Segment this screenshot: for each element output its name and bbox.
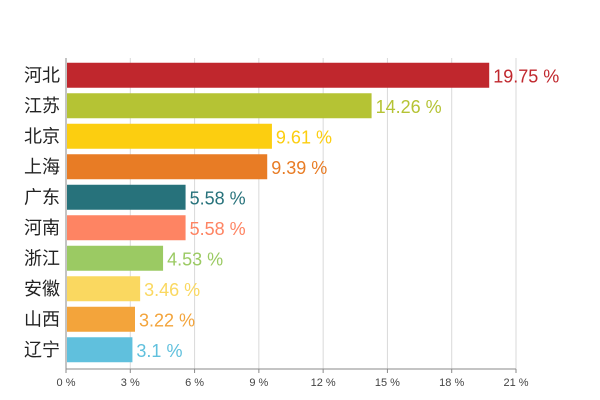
category-label: 浙江	[24, 248, 60, 269]
axes: 0 % 3 % 6 % 9 % 12 % 15 % 18 % 21 %	[57, 58, 529, 389]
category-label: 安徽	[24, 279, 60, 300]
bar	[67, 276, 141, 302]
category-label: 上海	[24, 157, 60, 178]
data-label: 14.26 %	[376, 97, 442, 117]
x-tick-label: 6 %	[185, 377, 204, 389]
category-label: 河北	[24, 65, 60, 86]
data-label: 19.75 %	[493, 66, 559, 86]
data-label: 5.58 %	[190, 188, 246, 208]
bar	[67, 93, 372, 119]
data-label: 9.61 %	[276, 127, 332, 147]
category-label: 辽宁	[24, 340, 60, 361]
bar	[67, 306, 135, 332]
data-label: 5.58 %	[190, 219, 246, 239]
category-label: 广东	[24, 187, 60, 208]
bar	[67, 123, 272, 149]
x-tick-label: 9 %	[249, 377, 268, 389]
bars	[67, 62, 490, 363]
category-label: 北京	[24, 126, 60, 147]
data-label: 3.46 %	[144, 280, 200, 300]
data-label: 3.1 %	[136, 341, 182, 361]
category-label: 河南	[24, 218, 60, 239]
x-tick-label: 0 %	[57, 377, 76, 389]
x-tick-label: 18 %	[439, 377, 464, 389]
bar	[67, 62, 490, 88]
x-tick-label: 12 %	[311, 377, 336, 389]
labels: 河北 19.75 % 江苏 14.26 % 北京 9.61 % 上海 9.39 % 广东 5.58…	[24, 65, 559, 361]
bar	[67, 154, 268, 180]
x-tick-label: 3 %	[121, 377, 140, 389]
category-label: 山西	[24, 309, 60, 330]
x-tick-label: 15 %	[375, 377, 400, 389]
data-label: 9.39 %	[271, 158, 327, 178]
data-label: 3.22 %	[139, 310, 195, 330]
bar	[67, 337, 133, 363]
category-label: 江苏	[24, 96, 60, 117]
x-tick-label: 21 %	[503, 377, 528, 389]
bar	[67, 184, 186, 210]
bar	[67, 215, 186, 241]
bar	[67, 245, 164, 271]
data-label: 4.53 %	[167, 249, 223, 269]
